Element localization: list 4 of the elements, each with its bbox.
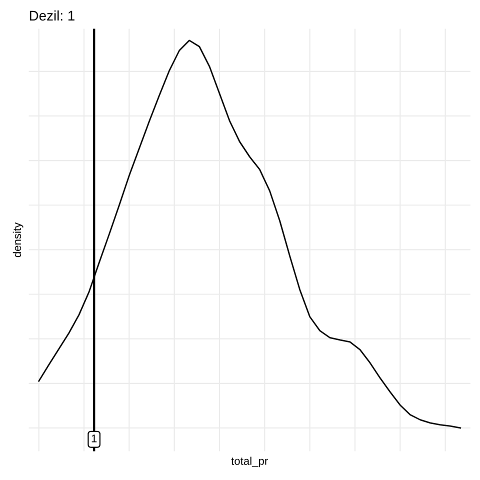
y-axis-title: density [12, 222, 24, 258]
x-axis-title: total_pr [231, 456, 268, 468]
text: 1 [92, 434, 97, 442]
chart-title: Dezil: 1 [30, 10, 74, 21]
